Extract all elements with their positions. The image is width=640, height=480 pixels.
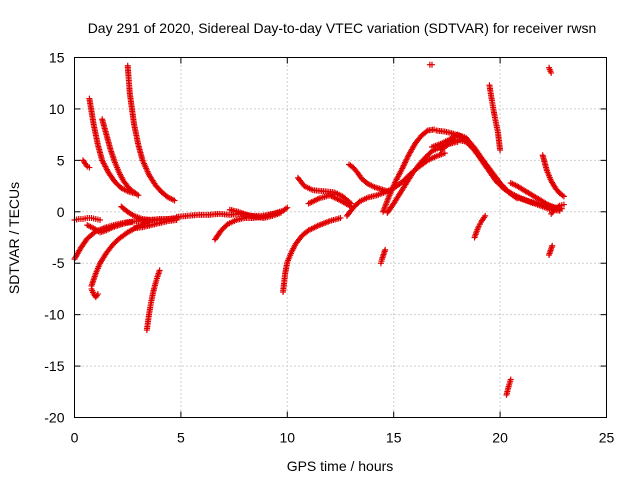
series-arc-8: [99, 116, 142, 199]
y-tick-label: 10: [49, 101, 65, 117]
series-arc-29: [486, 82, 504, 154]
data-point: [423, 128, 430, 135]
series-arc-16: [280, 214, 344, 296]
y-tick-label: -20: [44, 410, 64, 426]
series-arc-22: [377, 246, 389, 267]
y-tick-label: 15: [49, 50, 65, 66]
series-arc-30: [503, 376, 514, 398]
x-tick-label: 10: [280, 430, 296, 446]
series-arc-24: [426, 61, 436, 68]
grid-lines: [74, 57, 607, 418]
series-arc-5: [86, 95, 138, 197]
data-point: [171, 197, 178, 204]
data-point: [97, 217, 104, 224]
x-tick-label: 5: [177, 430, 185, 446]
data-point: [560, 193, 567, 200]
data-point: [86, 164, 93, 171]
data-point: [156, 267, 163, 274]
data-point: [441, 150, 448, 157]
y-tick-label: 5: [57, 152, 65, 168]
data-point: [128, 219, 135, 226]
data-points: [71, 61, 567, 398]
plot-frame: [74, 57, 607, 418]
data-point: [94, 291, 101, 298]
y-axis-label: SDTVAR / TECUs: [6, 182, 22, 294]
data-point: [482, 212, 489, 219]
series-arc-34: [546, 242, 556, 258]
data-point: [135, 192, 142, 199]
data-point: [560, 201, 567, 208]
data-point: [507, 376, 514, 383]
x-axis-label: GPS time / hours: [287, 458, 394, 474]
series-arc-7: [88, 285, 101, 301]
axis-ticks: [74, 57, 607, 418]
series-arc-10: [124, 62, 178, 204]
x-tick-label: 25: [599, 430, 615, 446]
series-arc-35: [548, 201, 567, 217]
tick-labels: 0 5 10 15 20 25 -20 -15 -10 -5 0 5 10 15: [44, 50, 614, 446]
series-arc-1: [71, 214, 104, 224]
series-arc-27: [437, 136, 521, 202]
data-point: [429, 61, 436, 68]
series-arc-11: [143, 267, 163, 334]
series-arc-33: [546, 64, 555, 76]
series-arc-32: [539, 152, 567, 200]
series-arc-31: [507, 179, 563, 213]
series-arc-3: [80, 157, 93, 171]
series-arc-12: [131, 217, 180, 232]
data-point: [514, 195, 521, 202]
y-tick-label: -15: [44, 358, 64, 374]
series-arc-15: [226, 206, 284, 221]
chart-title: Day 291 of 2020, Sidereal Day-to-day VTE…: [88, 20, 597, 36]
x-tick-label: 15: [386, 430, 402, 446]
series-arc-17: [294, 174, 355, 207]
series-arc-4: [84, 219, 135, 236]
data-point: [277, 209, 284, 216]
series-arc-28: [471, 212, 489, 241]
data-point: [382, 246, 389, 253]
data-point: [497, 147, 504, 154]
y-tick-label: 0: [57, 204, 65, 220]
data-point: [284, 204, 291, 211]
y-tick-label: -5: [52, 255, 65, 271]
data-point: [549, 242, 556, 249]
x-tick-label: 0: [71, 430, 79, 446]
series-arc-21: [380, 126, 438, 215]
series-arc-18: [305, 192, 355, 210]
data-point: [337, 214, 344, 221]
series-arc-19: [346, 161, 391, 195]
y-tick-label: -10: [44, 307, 64, 323]
x-tick-label: 20: [492, 430, 508, 446]
data-point: [548, 69, 555, 76]
